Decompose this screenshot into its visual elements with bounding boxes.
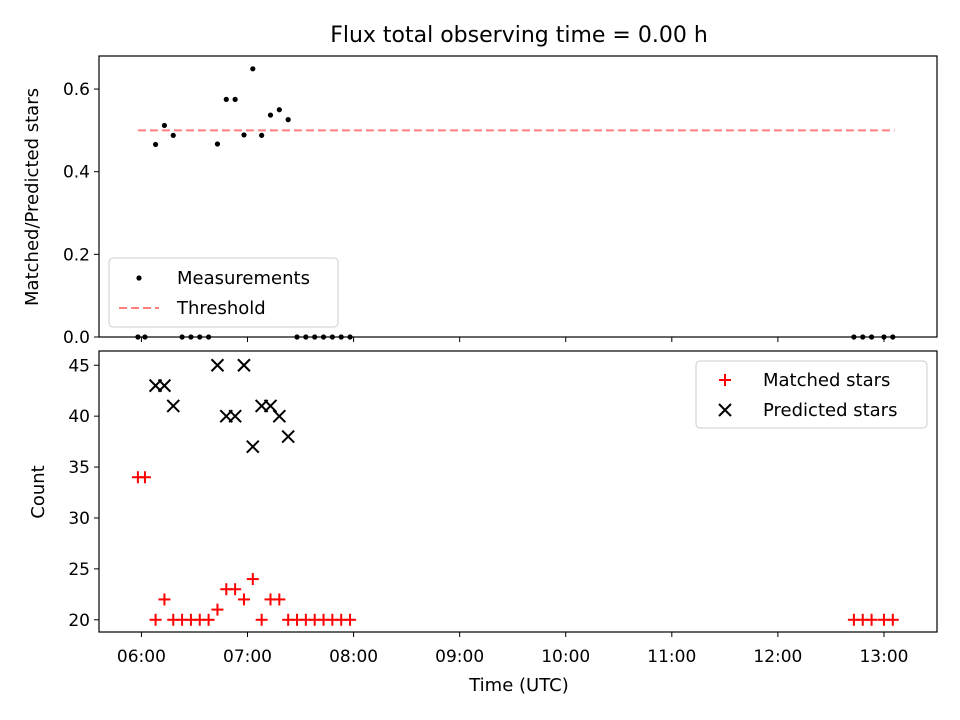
count-x-tick-label: 09:00: [435, 647, 484, 667]
matched-star-point: [229, 583, 242, 596]
measurement-point: [152, 141, 159, 148]
legend-marker-predicted: [718, 403, 732, 417]
legend-label-predicted: Predicted stars: [763, 400, 897, 421]
legend-marker-measurements: [136, 275, 142, 281]
ratio-y-axis-label: Matched/Predicted stars: [22, 88, 43, 306]
count-x-axis-label: Time (UTC): [468, 675, 569, 696]
measurement-point: [214, 141, 221, 147]
matched-star-point: [237, 593, 250, 606]
count-y-axis-label: Count: [28, 465, 49, 518]
count-y-tick-label: 30: [68, 509, 90, 529]
count-x-axis: 06:00 07:00 08:00 09:00 10:00 11:00 12:00 13:00: [117, 632, 908, 667]
predicted-star-point: [166, 399, 180, 413]
predicted-star-point: [237, 358, 251, 372]
ratio-y-axis: 0.0 0.2 0.4 0.6: [63, 80, 99, 348]
matched-star-point: [273, 593, 286, 606]
measurement-point: [276, 107, 282, 113]
ratio-legend: Measurements Threshold: [108, 257, 339, 328]
count-y-tick-label: 20: [68, 611, 90, 631]
count-y-tick-label: 35: [68, 458, 90, 478]
count-legend-box: [695, 360, 928, 429]
predicted-star-point: [246, 439, 260, 454]
count-y-axis: 20 25 30 35 40 45: [68, 356, 99, 631]
count-x-tick-label: 06:00: [117, 647, 166, 667]
count-plot-frame: [98, 350, 938, 633]
legend-marker-matched: [719, 374, 731, 386]
ratio-y-tick-label: 0.2: [63, 245, 90, 265]
matched-star-point: [138, 471, 151, 484]
ratio-panel: 0.0 0.2 0.4 0.6 Matched/Predicted stars Mea…: [22, 55, 938, 348]
matched-star-point: [149, 613, 162, 626]
ratio-y-tick-label: 0.6: [63, 80, 90, 100]
ratio-y-tick-label: 0.4: [63, 163, 90, 183]
count-panel: 20 25 30 35 40 45 06:00 07:00 08:00 09:00 10:00 11…: [28, 350, 938, 696]
count-y-tick-label: 45: [68, 356, 90, 376]
measurement-point: [267, 112, 274, 118]
measurement-point: [170, 132, 176, 138]
measurement-point: [241, 132, 247, 138]
count-x-tick-label: 08:00: [329, 647, 378, 667]
matched-star-point: [158, 593, 171, 606]
count-y-tick-label: 25: [68, 560, 90, 580]
count-x-tick-label: 10:00: [541, 647, 590, 667]
count-legend: Matched stars Predicted stars: [695, 360, 928, 429]
legend-label-measurements: Measurements: [177, 268, 310, 289]
ratio-x-ticks: [140, 337, 885, 342]
matched-star-point: [344, 613, 357, 626]
count-y-tick-label: 40: [68, 407, 90, 427]
count-x-tick-label: 13:00: [859, 647, 908, 667]
matched-star-point: [202, 613, 215, 626]
predicted-star-point: [281, 429, 295, 444]
matched-star-point: [211, 603, 224, 616]
figure-title: Flux total observing time = 0.00 h: [330, 23, 708, 48]
ratio-plot-frame: [98, 55, 938, 338]
measurement-point: [161, 122, 168, 129]
matched-star-point: [886, 613, 899, 626]
measurement-point: [250, 66, 256, 72]
ratio-legend-box: [108, 257, 339, 328]
measurement-point: [259, 132, 265, 138]
matched-star-point: [255, 613, 268, 626]
measurement-point: [223, 96, 229, 102]
legend-label-threshold: Threshold: [176, 298, 266, 319]
legend-label-matched: Matched stars: [763, 370, 890, 391]
predicted-star-point: [210, 358, 225, 372]
measurement-point: [232, 96, 238, 102]
matched-star-point: [865, 613, 878, 626]
count-x-tick-label: 11:00: [647, 647, 696, 667]
predicted-star-point: [272, 409, 287, 423]
matched-star-point: [246, 573, 259, 586]
count-x-tick-label: 12:00: [753, 647, 802, 667]
predicted-star-point: [157, 378, 172, 393]
count-x-tick-label: 07:00: [223, 647, 272, 667]
count-plot-marks: [131, 358, 899, 626]
measurement-point: [285, 117, 291, 123]
predicted-star-point: [228, 409, 242, 423]
ratio-y-tick-label: 0.0: [63, 328, 90, 348]
